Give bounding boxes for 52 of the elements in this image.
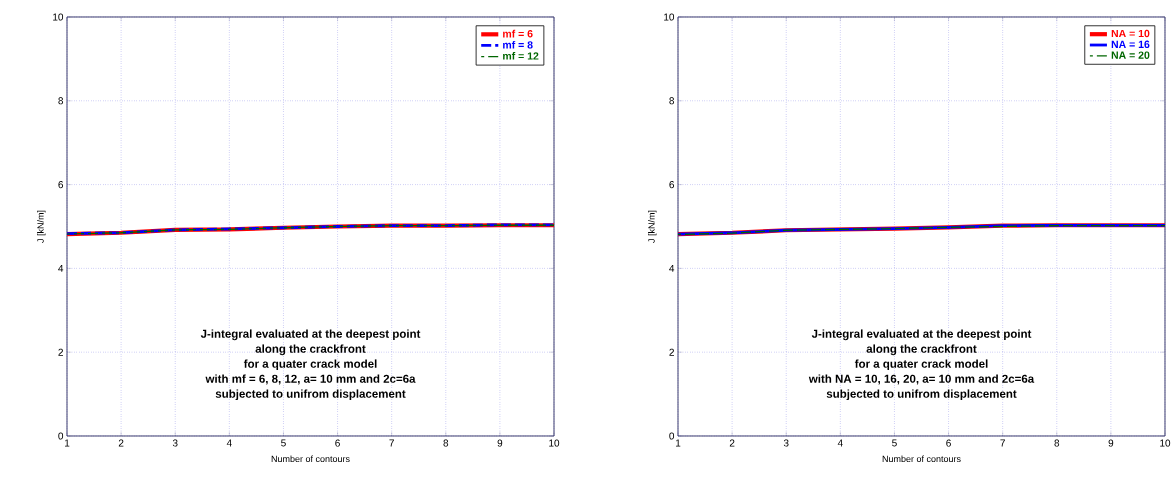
x-tick-label: 1	[675, 439, 681, 447]
x-axis-title: Number of contours	[271, 455, 350, 463]
x-tick-label: 4	[226, 439, 232, 447]
annotation: with mf = 6, 8, 12, a= 10 mm and 2c=6a	[205, 374, 416, 385]
y-tick-label: 6	[669, 181, 675, 189]
y-tick-label: 10	[53, 13, 64, 21]
y-tick-label: 6	[58, 181, 64, 189]
x-tick-label: 10	[549, 439, 560, 447]
y-tick-label: 0	[58, 432, 64, 440]
annotation: subjected to unifrom displacement	[826, 389, 1017, 401]
annotation: J-integral evaluated at the deepest point	[200, 329, 421, 341]
annotation: for a quater crack model	[243, 359, 377, 371]
x-tick-label: 5	[892, 439, 897, 447]
y-tick-label: 4	[58, 264, 64, 272]
legend-label: mf = 12	[503, 51, 539, 60]
x-tick-label: 9	[1108, 439, 1114, 447]
y-tick-label: 0	[669, 432, 675, 440]
annotation: subjected to unifrom displacement	[215, 389, 406, 401]
y-tick-label: 2	[669, 348, 674, 356]
annotation: with NA = 10, 16, 20, a= 10 mm and 2c=6a	[808, 374, 1035, 385]
legend-label: mf = 6	[503, 29, 533, 38]
x-tick-label: 2	[729, 439, 735, 447]
x-tick-label: 7	[389, 439, 394, 447]
x-axis-title: Number of contours	[882, 455, 961, 463]
annotation: along the crackfront	[255, 344, 366, 356]
x-tick-label: 1	[65, 439, 70, 447]
x-tick-label: 10	[1160, 439, 1171, 447]
y-tick-label: 4	[669, 264, 675, 272]
y-tick-label: 8	[58, 97, 64, 105]
x-tick-label: 3	[172, 439, 178, 447]
legend-label: NA = 20	[1111, 51, 1150, 59]
y-tick-label: 10	[664, 13, 675, 21]
x-tick-label: 8	[1054, 439, 1060, 447]
legend-label: NA = 10	[1111, 29, 1150, 38]
x-tick-label: 6	[946, 439, 951, 447]
x-tick-label: 4	[837, 439, 843, 447]
legend-label: mf = 8	[503, 40, 533, 49]
annotation: J-integral evaluated at the deepest point	[811, 329, 1032, 341]
y-axis-title: J [kN/m]	[37, 210, 46, 243]
annotation: for a quater crack model	[854, 359, 988, 371]
x-tick-label: 5	[281, 439, 286, 447]
x-tick-label: 3	[783, 439, 789, 447]
y-tick-label: 8	[669, 97, 675, 105]
y-tick-label: 2	[58, 348, 63, 356]
y-axis-title: J [kN/m]	[648, 210, 657, 243]
x-tick-label: 7	[1000, 439, 1005, 447]
x-tick-label: 8	[443, 439, 449, 447]
x-tick-label: 9	[497, 439, 503, 447]
annotation: along the crackfront	[866, 344, 977, 356]
legend-label: NA = 16	[1111, 40, 1150, 49]
x-tick-label: 2	[118, 439, 124, 447]
x-tick-label: 6	[335, 439, 340, 447]
